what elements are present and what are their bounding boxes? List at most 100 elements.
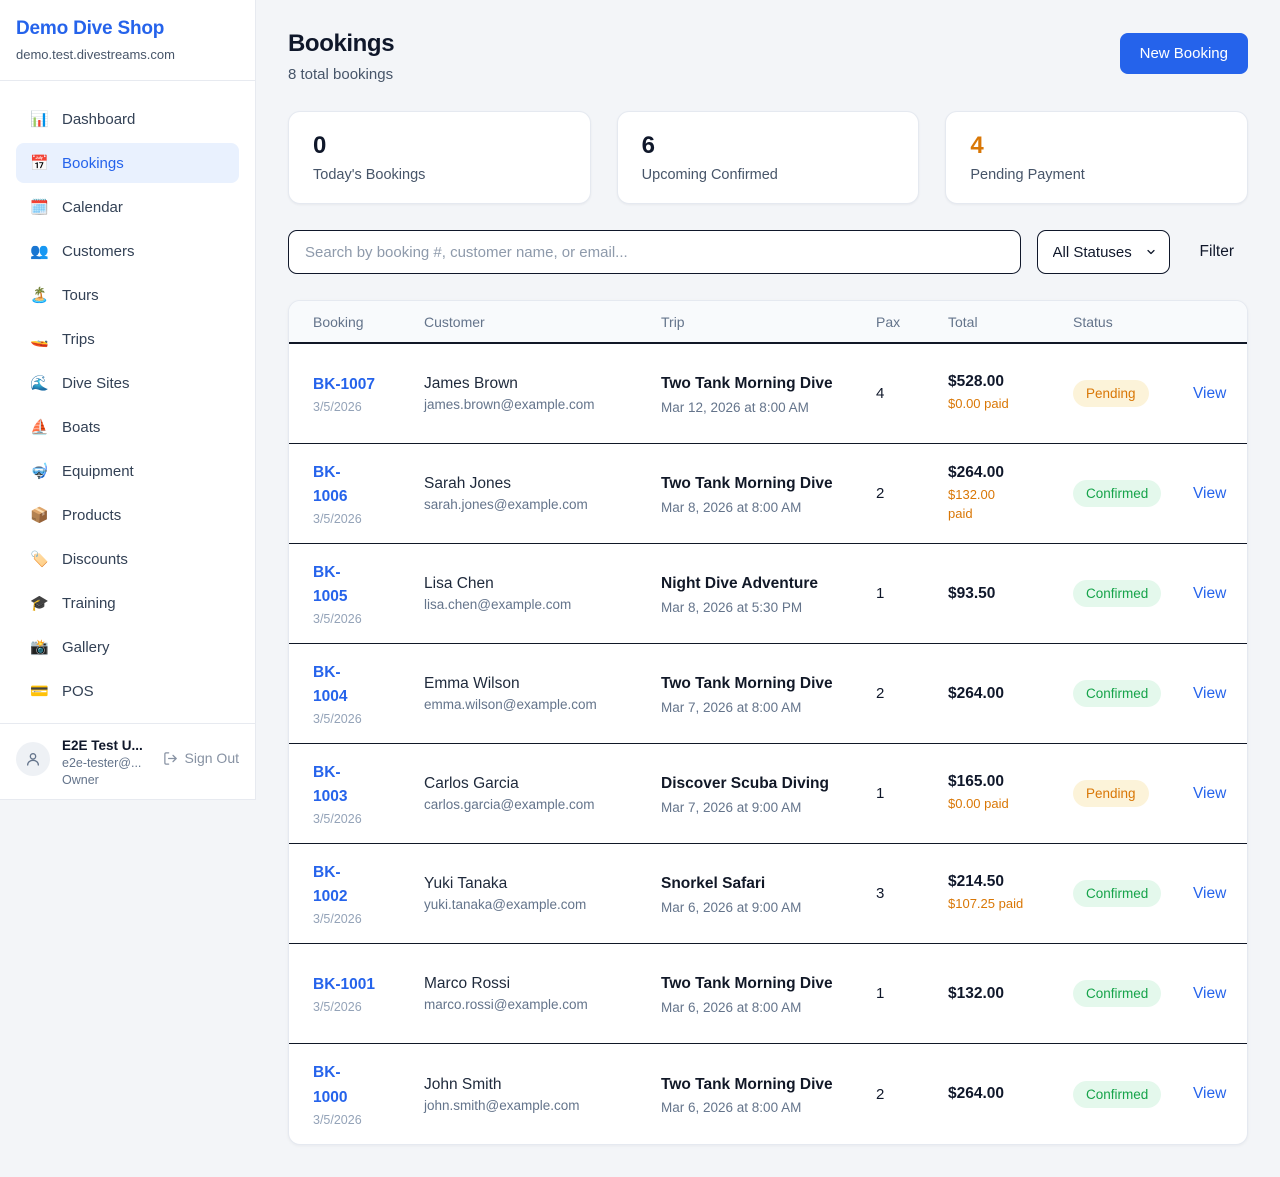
stat-pending-payment: 4 Pending Payment — [945, 111, 1248, 204]
view-link[interactable]: View — [1193, 784, 1227, 802]
sidebar: Demo Dive Shop demo.test.divestreams.com… — [0, 0, 256, 800]
customer-name: James Brown — [424, 375, 518, 392]
paid-amount: $0.00 paid — [948, 796, 1009, 812]
view-link[interactable]: View — [1193, 384, 1227, 402]
sidebar-item-boats[interactable]: ⛵ Boats — [30, 418, 101, 437]
table-row: BK- 1006 3/5/2026 Sarah Jones sarah.jone… — [289, 444, 1247, 544]
sailboat-icon: ⛵ — [30, 419, 49, 436]
trip-name: Two Tank Morning Dive — [661, 475, 833, 493]
sidebar-item-trips[interactable]: 🚤 Trips — [30, 330, 95, 349]
table-row: BK- 1005 3/5/2026 Lisa Chen lisa.chen@ex… — [289, 544, 1247, 644]
view-link[interactable]: View — [1193, 1085, 1227, 1102]
status-badge: Pending — [1073, 380, 1149, 407]
pax-count: 2 — [876, 685, 885, 702]
customer-name: Yuki Tanaka — [424, 875, 508, 892]
package-icon: 📦 — [30, 507, 49, 524]
column-status: Status — [1073, 313, 1113, 330]
table-header: Booking Customer Trip Pax Total Status — [289, 301, 1247, 344]
total-amount: $528.00 — [948, 373, 1005, 391]
booking-id-link[interactable]: BK- 1000 — [313, 1064, 348, 1106]
booking-id-link[interactable]: BK- 1005 — [313, 563, 348, 605]
sidebar-item-tours[interactable]: 🏝️ Tours — [30, 286, 99, 305]
people-icon: 👥 — [30, 243, 49, 260]
total-amount: $165.00 — [948, 773, 1005, 791]
speedboat-icon: 🚤 — [30, 331, 49, 348]
trip-name: Two Tank Morning Dive — [661, 675, 833, 693]
diving-mask-icon: 🤿 — [30, 463, 49, 480]
booking-id-link[interactable]: BK- 1004 — [313, 663, 348, 705]
paid-amount: $132.00 paid — [948, 486, 995, 521]
trip-datetime: Mar 8, 2026 at 8:00 AM — [661, 499, 802, 515]
view-link[interactable]: View — [1193, 984, 1227, 1002]
trip-datetime: Mar 8, 2026 at 5:30 PM — [661, 599, 803, 615]
shop-domain: demo.test.divestreams.com — [16, 47, 175, 62]
credit-card-icon: 💳 — [30, 683, 49, 700]
pax-count: 1 — [876, 785, 885, 802]
page-title: Bookings — [288, 30, 395, 57]
pax-count: 4 — [876, 385, 885, 402]
sign-out-button[interactable]: Sign Out — [163, 750, 239, 766]
sidebar-item-products[interactable]: 📦 Products — [30, 506, 122, 525]
status-badge: Confirmed — [1073, 580, 1162, 607]
sidebar-item-dashboard[interactable]: 📊 Dashboard — [30, 110, 136, 129]
paid-amount: $107.25 paid — [948, 896, 1024, 912]
column-booking: Booking — [313, 313, 364, 330]
sidebar-nav: 📊 Dashboard 📅 Bookings 🗓️ Calendar 👥 Cus… — [0, 81, 255, 723]
sidebar-item-customers[interactable]: 👥 Customers — [30, 242, 135, 261]
sidebar-item-calendar[interactable]: 🗓️ Calendar — [30, 198, 123, 217]
customer-name: Lisa Chen — [424, 575, 494, 592]
status-filter-select[interactable]: All Statuses — [1036, 230, 1170, 274]
view-link[interactable]: View — [1193, 484, 1227, 502]
calendar-icon: 📅 — [30, 155, 49, 172]
customer-email: john.smith@example.com — [424, 1097, 580, 1113]
sidebar-item-discounts[interactable]: 🏷️ Discounts — [30, 550, 128, 569]
trip-name: Night Dive Adventure — [661, 575, 819, 593]
bookings-table: Booking Customer Trip Pax Total Status B… — [288, 300, 1248, 1145]
sidebar-item-gallery[interactable]: 📸 Gallery — [30, 638, 110, 657]
customer-name: John Smith — [424, 1075, 502, 1093]
user-email: e2e-tester@... — [62, 756, 142, 770]
pax-count: 1 — [876, 585, 885, 602]
view-link[interactable]: View — [1193, 884, 1227, 902]
view-link[interactable]: View — [1193, 584, 1227, 602]
booking-id-link[interactable]: BK- 1002 — [313, 863, 348, 905]
island-icon: 🏝️ — [30, 287, 49, 304]
search-input[interactable] — [288, 230, 1021, 274]
booking-date: 3/5/2026 — [313, 1112, 362, 1127]
status-badge: Confirmed — [1073, 1080, 1162, 1108]
pax-count: 2 — [876, 485, 885, 502]
table-row: BK- 1004 3/5/2026 Emma Wilson emma.wilso… — [289, 644, 1247, 744]
booking-id-link[interactable]: BK-1001 — [313, 975, 376, 993]
trip-datetime: Mar 7, 2026 at 9:00 AM — [661, 799, 802, 815]
view-link[interactable]: View — [1193, 684, 1227, 702]
sidebar-item-training[interactable]: 🎓 Training — [30, 594, 116, 613]
trip-name: Discover Scuba Diving — [661, 775, 829, 793]
camera-icon: 📸 — [30, 639, 49, 656]
booking-id-link[interactable]: BK- 1006 — [313, 463, 348, 505]
brand: Demo Dive Shop demo.test.divestreams.com — [0, 0, 255, 81]
total-amount: $132.00 — [948, 984, 1005, 1002]
sidebar-item-pos[interactable]: 💳 POS — [30, 682, 94, 701]
filter-button[interactable]: Filter — [1186, 243, 1248, 261]
trip-datetime: Mar 6, 2026 at 9:00 AM — [661, 899, 802, 915]
pax-count: 3 — [876, 885, 885, 902]
booking-id-link[interactable]: BK-1007 — [313, 375, 376, 393]
customer-email: james.brown@example.com — [424, 397, 595, 412]
paid-amount: $0.00 paid — [948, 396, 1009, 412]
sidebar-item-equipment[interactable]: 🤿 Equipment — [30, 462, 134, 481]
person-icon — [27, 753, 39, 766]
new-booking-button[interactable]: New Booking — [1119, 33, 1248, 74]
trip-name: Two Tank Morning Dive — [661, 375, 833, 393]
booking-date: 3/5/2026 — [313, 512, 362, 527]
graduation-cap-icon: 🎓 — [30, 595, 49, 612]
booking-id-link[interactable]: BK- 1003 — [313, 763, 348, 805]
booking-date: 3/5/2026 — [313, 400, 362, 414]
bar-chart-icon: 📊 — [30, 111, 49, 128]
sidebar-item-dive-sites[interactable]: 🌊 Dive Sites — [30, 374, 130, 393]
column-pax: Pax — [876, 313, 901, 330]
spiral-calendar-icon: 🗓️ — [30, 199, 49, 216]
sidebar-item-bookings[interactable]: 📅 Bookings — [16, 143, 239, 183]
total-amount: $264.00 — [948, 684, 1005, 702]
total-bookings-count: 8 total bookings — [288, 66, 394, 83]
main-content: Bookings 8 total bookings New Booking 0 … — [256, 0, 1280, 1177]
